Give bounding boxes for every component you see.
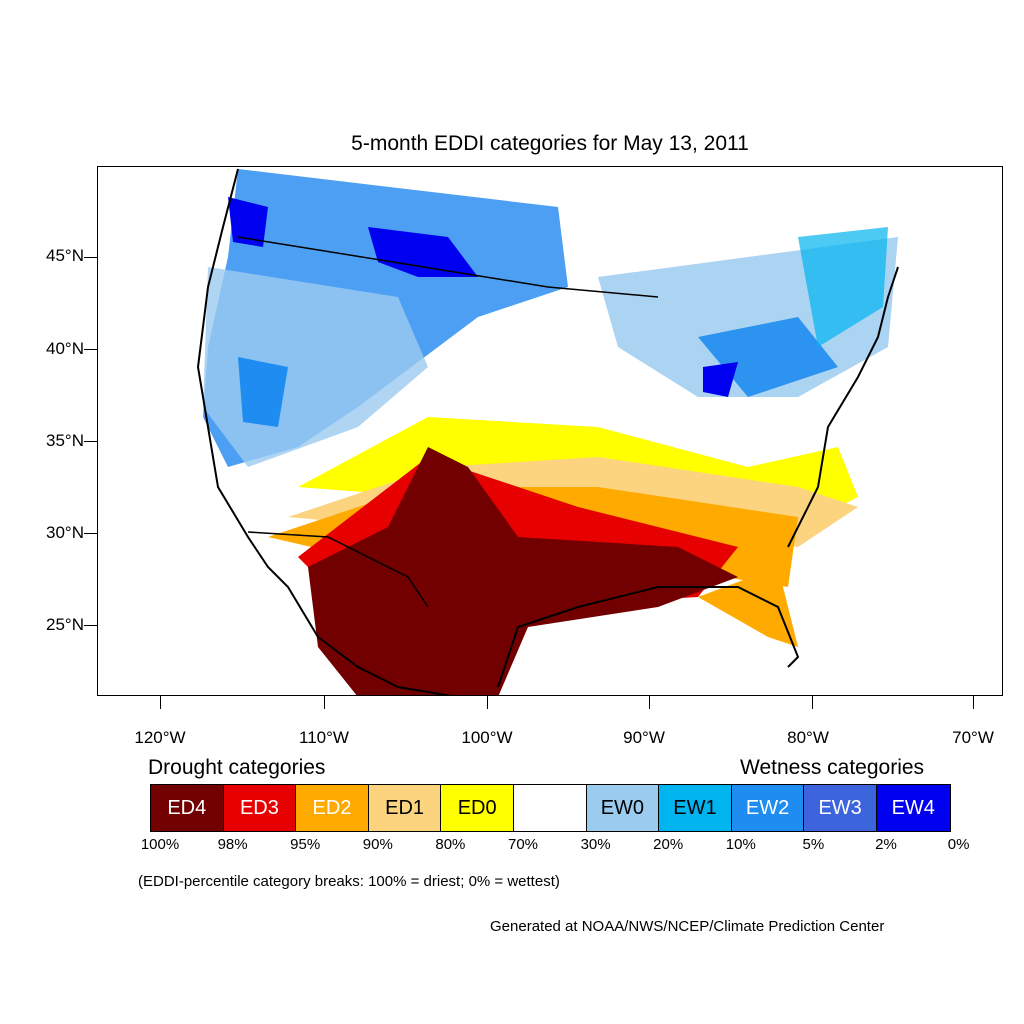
category-legend-bar: ED4 ED3 ED2 ED1 ED0 EW0 EW1 EW2 EW3 EW4 xyxy=(150,784,951,832)
map-title: 5-month EDDI categories for May 13, 2011 xyxy=(351,132,749,155)
category-break-label: 98% xyxy=(217,836,248,853)
lat-tick xyxy=(84,349,97,350)
category-breaks-note: (EDDI-percentile category breaks: 100% =… xyxy=(138,873,560,890)
lat-label-25: 25°N xyxy=(46,615,84,634)
very-wet-nevada xyxy=(238,357,288,427)
lon-tick xyxy=(812,696,813,709)
dry-florida xyxy=(698,567,798,647)
category-break-label: 2% xyxy=(875,836,897,853)
lat-tick xyxy=(84,533,97,534)
category-break-label: 30% xyxy=(580,836,611,853)
lat-label-35: 35°N xyxy=(46,431,84,450)
category-break-label: 70% xyxy=(507,836,539,853)
dry-ed4 xyxy=(308,447,738,695)
lat-tick xyxy=(84,625,97,626)
legend-cell-ed2: ED2 xyxy=(296,785,369,831)
lon-label-120: 120°W xyxy=(134,728,186,747)
lat-label-30: 30°N xyxy=(46,523,84,542)
category-break-label: 80% xyxy=(435,836,466,853)
lon-label-110: 110°W xyxy=(299,728,349,747)
drought-categories-heading: Drought categories xyxy=(148,756,326,779)
coastline-west xyxy=(196,168,319,638)
conus-map-svg xyxy=(196,168,899,695)
legend-cell-ew1: EW1 xyxy=(659,785,732,831)
lon-tick xyxy=(973,696,974,709)
category-break-label: 10% xyxy=(725,836,756,853)
eddi-map xyxy=(97,166,1003,696)
very-wet-lake-erie xyxy=(703,362,738,397)
lon-label-100: 100°W xyxy=(461,728,513,747)
credit-line: Generated at NOAA/NWS/NCEP/Climate Predi… xyxy=(490,918,885,935)
lon-tick xyxy=(649,696,650,709)
legend-cell-ew3: EW3 xyxy=(804,785,877,831)
legend-cell-ew2: EW2 xyxy=(731,785,805,831)
coastline-east xyxy=(787,266,899,548)
lat-label-45: 45°N xyxy=(46,246,84,265)
lon-tick xyxy=(324,696,325,709)
category-break-label: 20% xyxy=(653,836,684,853)
lat-tick xyxy=(84,257,97,258)
lat-label-40: 40°N xyxy=(46,339,84,358)
legend-cell-ed0: ED0 xyxy=(441,785,514,831)
border-mexico xyxy=(247,531,429,608)
lon-label-90: 90°W xyxy=(623,728,665,747)
wetness-categories-heading: Wetness categories xyxy=(740,756,925,779)
wet-region-northeast xyxy=(798,227,888,347)
lon-label-70: 70°W xyxy=(952,728,994,747)
legend-cell-ed4: ED4 xyxy=(151,785,224,831)
category-break-label: 95% xyxy=(290,836,321,853)
category-break-label: 5% xyxy=(802,836,825,853)
lon-label-80: 80°W xyxy=(787,728,829,747)
legend-cell-ew4: EW4 xyxy=(876,785,950,831)
lat-tick xyxy=(84,441,97,442)
legend-cell-normal xyxy=(513,785,587,831)
category-break-label: 0% xyxy=(947,836,970,853)
very-wet-montana xyxy=(368,227,478,277)
legend-cell-ed1: ED1 xyxy=(368,785,442,831)
lon-tick xyxy=(487,696,488,709)
very-wet-washington xyxy=(228,197,268,247)
category-break-label: 90% xyxy=(362,836,393,853)
legend-cell-ew0: EW0 xyxy=(586,785,660,831)
border-canada xyxy=(237,236,659,298)
legend-cell-ed3: ED3 xyxy=(223,785,297,831)
lon-tick xyxy=(160,696,161,709)
category-break-label: 100% xyxy=(140,836,180,853)
coastline-gulf xyxy=(317,586,800,695)
